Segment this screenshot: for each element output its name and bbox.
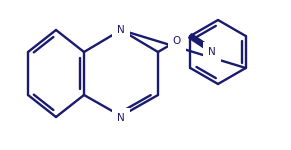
Text: N: N bbox=[208, 47, 216, 57]
Text: O: O bbox=[173, 36, 181, 46]
Text: N: N bbox=[117, 25, 125, 35]
Text: N: N bbox=[117, 113, 125, 123]
